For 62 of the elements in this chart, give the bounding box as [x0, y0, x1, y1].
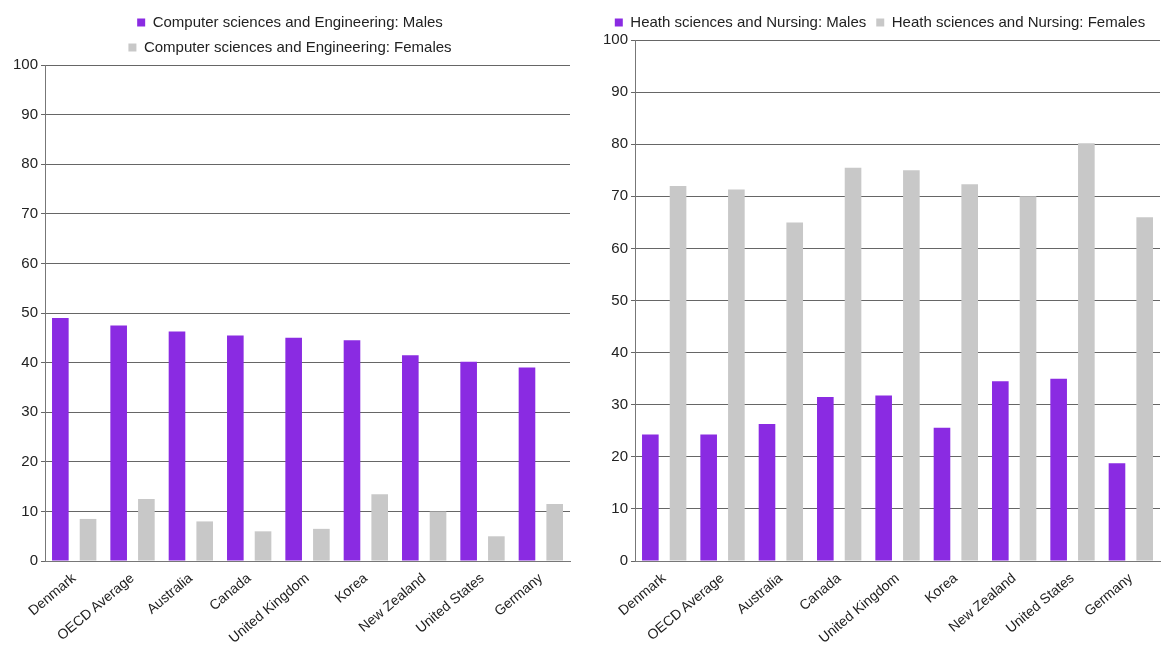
bar [343, 340, 361, 561]
bar [817, 396, 834, 561]
legend-label: Heath sciences and Nursing: Males [630, 12, 867, 30]
bar [546, 504, 563, 561]
y-tick-label: 80 [21, 154, 39, 172]
y-tick-label: 100 [13, 55, 39, 73]
bar [518, 367, 536, 561]
bar [196, 521, 214, 561]
bar [786, 222, 804, 561]
legend-label: Heath sciences and Nursing: Females [891, 12, 1146, 30]
bar [1050, 378, 1067, 561]
y-tick-label: 90 [611, 82, 629, 100]
bar [254, 531, 272, 561]
y-tick-label: 30 [611, 394, 629, 412]
bar [402, 355, 419, 561]
bar [1019, 196, 1037, 561]
bar [875, 395, 892, 561]
bar [758, 424, 776, 561]
legend-label: Computer sciences and Engineering: Females [143, 37, 452, 55]
y-tick-label: 10 [21, 501, 39, 519]
bar [1078, 143, 1095, 561]
y-tick-label: 10 [611, 499, 629, 517]
bar [52, 318, 69, 561]
y-tick-label: 70 [21, 203, 39, 221]
y-tick-label: 40 [21, 352, 39, 370]
bar [168, 331, 186, 561]
y-tick-label: 70 [611, 186, 629, 204]
legend-label: Computer sciences and Engineering: Males [152, 12, 443, 30]
y-tick-label: 40 [611, 342, 629, 360]
bar [1136, 217, 1153, 561]
bar [933, 427, 951, 561]
y-tick-label: 80 [611, 134, 629, 152]
y-tick-label: 30 [21, 402, 39, 420]
bar [79, 518, 97, 561]
y-tick-label: 60 [611, 238, 629, 256]
bar [669, 185, 687, 561]
bar [488, 536, 505, 561]
y-tick-label: 90 [21, 104, 39, 122]
bar [460, 361, 477, 561]
bar [903, 170, 920, 561]
y-tick-label: 60 [21, 253, 39, 271]
bar [110, 325, 127, 561]
bar [961, 184, 979, 561]
y-tick-label: 50 [611, 290, 629, 308]
bar [844, 167, 862, 561]
bar [285, 337, 302, 561]
y-tick-label: 20 [21, 452, 39, 470]
bar [1108, 463, 1126, 561]
y-tick-label: 50 [21, 303, 39, 321]
bar [313, 528, 330, 561]
y-tick-label: 20 [611, 447, 629, 465]
bar [371, 494, 389, 561]
y-tick-label: 0 [29, 551, 39, 569]
bar [700, 434, 717, 561]
bar [429, 511, 447, 561]
bar [992, 381, 1009, 561]
y-tick-label: 100 [603, 30, 629, 48]
bar [227, 335, 244, 561]
y-tick-label: 0 [619, 551, 629, 569]
bar [728, 189, 745, 561]
bar [138, 499, 155, 561]
bar [642, 434, 659, 561]
